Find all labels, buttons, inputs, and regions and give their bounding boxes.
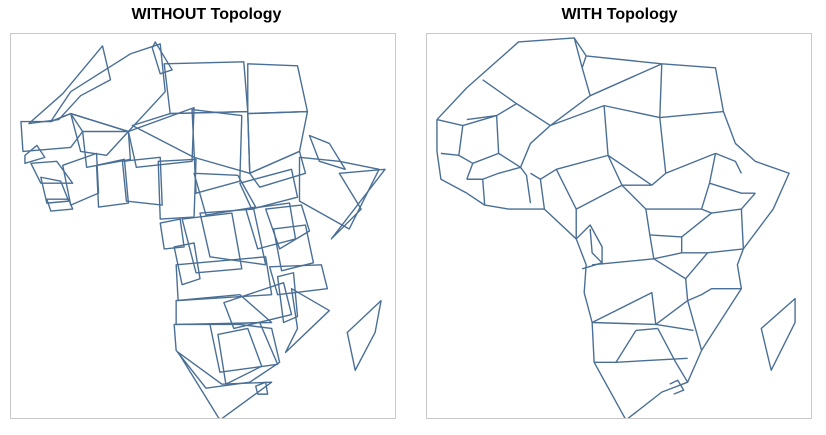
country-border [591,291,703,351]
country-shape [121,156,163,206]
country-shape [247,63,309,115]
country-shape [127,106,195,169]
country-shape [40,176,70,204]
africa-map-with-topology [436,37,796,418]
country-shape [95,158,130,208]
country-border [519,125,551,168]
country-shape [159,218,185,250]
country-border [592,321,694,332]
country-border [555,168,577,239]
country-border [482,79,551,127]
coastline [436,37,790,418]
country-border [581,228,603,270]
country-border [740,209,745,249]
country-shape [330,168,386,240]
country-border [615,330,688,363]
country-border [685,252,709,280]
country-border [575,184,702,210]
country-shape [255,381,269,395]
country-border [436,114,497,127]
country-shape [175,256,273,302]
country-shape [217,327,263,385]
country-border [715,152,742,174]
country-shape [151,41,173,75]
country-shape [247,110,309,174]
country-shape [46,198,74,212]
country-shape [239,168,299,210]
country-border [472,152,499,164]
country-shape [199,208,267,266]
country-shape [284,287,331,354]
country-shape [69,112,130,157]
country-border [657,328,689,383]
country-border [540,154,609,180]
country-border [466,178,486,206]
country-border [645,208,712,238]
country-border [700,183,756,214]
country-border [550,104,667,174]
country-shape [28,45,112,125]
country-border [549,67,591,127]
country-shape [24,144,46,165]
country-border [669,379,685,395]
country-shape [131,110,251,174]
africa-map-without-topology [20,41,386,418]
country-shape [175,293,273,326]
country-border [592,258,689,301]
country-shape [163,61,249,115]
country-border [495,115,521,168]
country-shape [276,272,299,324]
country-border [635,327,658,332]
country-border [649,234,744,260]
country-border [482,166,532,204]
country-shape [249,150,307,188]
country-shape [181,212,243,274]
country-shape [191,108,243,194]
country-shape [157,158,197,220]
country-border [458,125,464,156]
country-border [651,152,716,186]
country-border [530,172,546,210]
country-border [708,153,756,194]
country-border [603,105,653,186]
country-shape [209,321,279,373]
country-shape [62,152,100,206]
country-shape [173,323,281,389]
country-border [659,63,724,119]
panel-title: WITH Topology [561,6,678,23]
country-shape [30,160,74,184]
country-shape [272,224,315,272]
country-border [589,63,663,97]
country-shape [223,282,293,330]
country-shape [81,130,132,169]
map-frame [426,33,812,419]
country-shape [298,156,380,230]
panel-title: WITHOUT Topology [131,6,282,23]
country-shape [760,297,796,371]
country-border [687,287,742,302]
country-border [440,152,474,180]
country-shape [173,242,201,286]
map-frame [10,33,396,419]
country-border [575,224,603,263]
country-shape [177,351,273,418]
country-shape [308,134,346,170]
country-shape [346,299,382,371]
